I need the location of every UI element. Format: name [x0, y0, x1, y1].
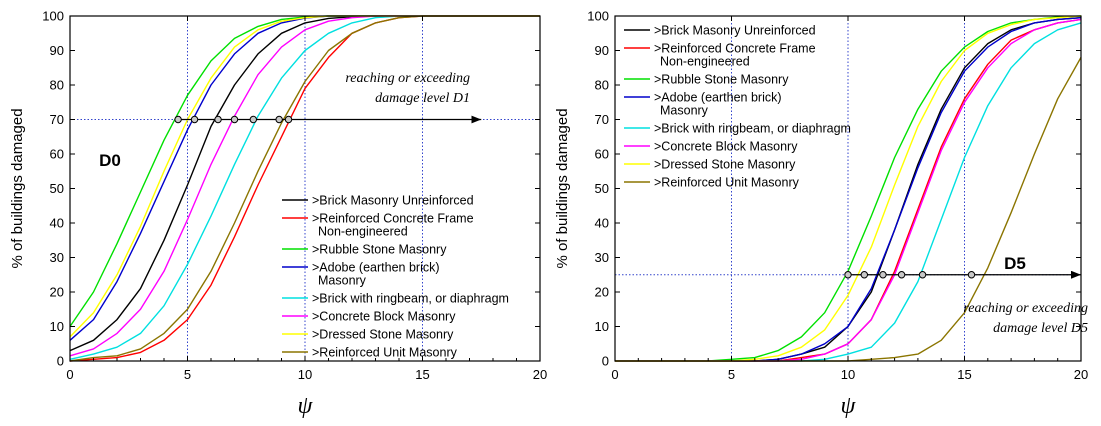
legend-label: >Rubble Stone Masonry — [312, 243, 447, 257]
x-tick-label: 10 — [298, 367, 312, 382]
x-axis-label: ψ — [841, 393, 857, 419]
legend-item: >Rubble Stone Masonry — [624, 73, 789, 87]
annotation-line: reaching or exceeding — [963, 301, 1088, 316]
threshold-marker — [275, 115, 283, 124]
legend-item: >Reinforced Unit Masonry — [624, 176, 800, 190]
legend-item: >Concrete Block Masonry — [624, 140, 798, 154]
legend-item: >Reinforced Unit Masonry — [282, 346, 458, 360]
threshold-marker — [214, 115, 222, 124]
legend-item: >Dressed Stone Masonry — [624, 158, 796, 172]
y-tick-label: 30 — [50, 250, 64, 265]
y-tick-label: 10 — [50, 319, 64, 334]
threshold-marker — [879, 271, 887, 279]
legend-label: >Brick with ringbeam, or diaphragm — [654, 122, 851, 136]
y-tick-label: 40 — [595, 216, 609, 231]
threshold-marker — [249, 115, 258, 124]
legend-label: >Concrete Block Masonry — [312, 310, 456, 324]
legend-label: Non-engineered — [318, 225, 408, 239]
legend-item: >Rubble Stone Masonry — [282, 243, 447, 257]
y-tick-label: 90 — [595, 43, 609, 58]
y-tick-label: 40 — [50, 216, 64, 231]
legend-item: >Brick with ringbeam, or diaphragm — [282, 292, 509, 306]
y-tick-label: 60 — [595, 147, 609, 162]
y-tick-label: 20 — [595, 285, 609, 300]
y-tick-label: 30 — [595, 250, 609, 265]
legend-label: >Reinforced Unit Masonry — [312, 346, 458, 360]
y-tick-label: 70 — [50, 112, 64, 127]
x-tick-label: 15 — [415, 367, 429, 382]
y-axis-label: % of buildings damaged — [554, 108, 571, 268]
legend: >Brick Masonry Unreinforced >Reinforced C… — [282, 194, 509, 360]
legend-label: >Reinforced Concrete Frame — [654, 42, 816, 56]
y-tick-label: 0 — [57, 354, 64, 369]
x-tick-label: 15 — [957, 367, 971, 382]
y-tick-label: 50 — [50, 181, 64, 196]
x-tick-label: 0 — [611, 367, 618, 382]
legend-label: >Brick Masonry Unreinforced — [654, 24, 816, 38]
legend-label: Masonry — [660, 104, 709, 118]
legend-label: >Adobe (earthen brick) — [654, 91, 782, 105]
threshold-marker — [174, 115, 182, 124]
legend-label: >Reinforced Unit Masonry — [654, 176, 800, 190]
threshold-marker — [190, 115, 199, 124]
legend-label: >Dressed Stone Masonry — [312, 328, 454, 342]
annotation-line: damage level D1 — [375, 91, 470, 106]
annotation-line: reaching or exceeding — [345, 71, 470, 86]
legend: >Brick Masonry Unreinforced >Reinforced C… — [624, 24, 851, 190]
y-tick-label: 80 — [50, 78, 64, 93]
legend-label: Masonry — [318, 274, 367, 288]
chart-panel-d5: 0 5 10 15 20 0 10 20 30 40 50 60 70 80 90 100 ψ % of buil… — [554, 9, 1088, 420]
legend-label: >Dressed Stone Masonry — [654, 158, 796, 172]
chart-panel-d0: 0 5 10 15 20 0 10 20 30 40 50 60 70 80 90 100 ψ % of buil… — [9, 9, 547, 420]
legend-item: >Brick Masonry Unreinforced — [282, 194, 474, 208]
x-axis-label: ψ — [298, 393, 314, 419]
x-tick-label: 0 — [66, 367, 73, 382]
y-tick-label: 100 — [42, 9, 64, 24]
y-tick-label: 10 — [595, 319, 609, 334]
legend-label: >Adobe (earthen brick) — [312, 261, 440, 275]
panel-label: D0 — [99, 151, 121, 170]
panel-label: D5 — [1004, 254, 1026, 273]
y-tick-label: 90 — [50, 43, 64, 58]
y-axis-label: % of buildings damaged — [9, 108, 26, 268]
legend-item: >Adobe (earthen brick)Masonry — [282, 261, 440, 288]
legend-item: >Dressed Stone Masonry — [282, 328, 454, 342]
y-tick-label: 50 — [595, 181, 609, 196]
threshold-marker — [230, 115, 239, 124]
threshold-marker — [918, 271, 927, 279]
x-tick-label: 20 — [1074, 367, 1088, 382]
x-tick-label: 20 — [533, 367, 547, 382]
y-tick-label: 70 — [595, 112, 609, 127]
x-tick-label: 5 — [728, 367, 735, 382]
legend-label: >Brick Masonry Unreinforced — [312, 194, 474, 208]
legend-label: >Rubble Stone Masonry — [654, 73, 789, 87]
x-tick-label: 5 — [184, 367, 191, 382]
legend-label: >Reinforced Concrete Frame — [312, 212, 474, 226]
legend-item: >Brick Masonry Unreinforced — [624, 24, 816, 38]
x-tick-label: 10 — [841, 367, 855, 382]
annotation-line: damage level D5 — [993, 321, 1088, 336]
threshold-marker — [967, 271, 976, 279]
y-tick-label: 60 — [50, 147, 64, 162]
threshold-marker — [284, 115, 293, 124]
threshold-marker — [860, 271, 869, 279]
legend-label: Non-engineered — [660, 55, 750, 69]
y-tick-label: 80 — [595, 78, 609, 93]
y-tick-label: 100 — [587, 9, 609, 24]
threshold-marker — [844, 271, 852, 279]
legend-item: >Concrete Block Masonry — [282, 310, 456, 324]
y-tick-label: 0 — [602, 354, 609, 369]
legend-item: >Adobe (earthen brick)Masonry — [624, 91, 782, 118]
threshold-marker — [897, 271, 906, 279]
y-tick-label: 20 — [50, 285, 64, 300]
legend-label: >Concrete Block Masonry — [654, 140, 798, 154]
legend-item: >Brick with ringbeam, or diaphragm — [624, 122, 851, 136]
legend-label: >Brick with ringbeam, or diaphragm — [312, 292, 509, 306]
